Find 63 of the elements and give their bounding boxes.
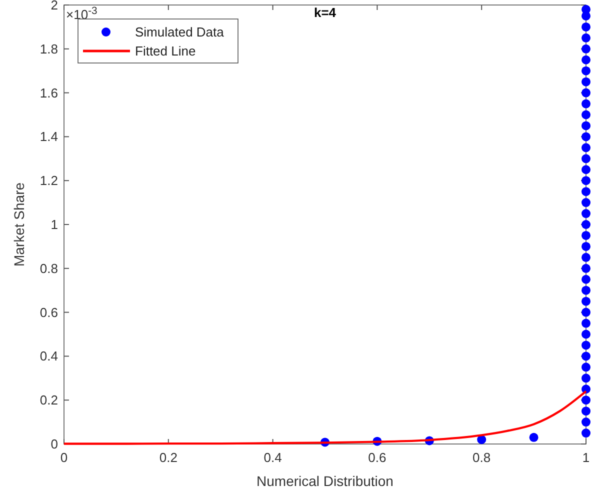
y-tick-label: 0.8 [40,260,58,276]
point [582,88,590,98]
y-tick-label: 1 [50,217,58,232]
point [582,428,590,438]
y-tick-label: 1.6 [40,85,58,100]
point [582,154,590,164]
point [582,110,590,120]
point [582,22,590,32]
y-tick-label: 2 [50,0,58,12]
point [582,362,590,372]
y-axis-title: Market Share [11,182,27,267]
point [582,176,590,186]
x-tick-label: 0.6 [368,450,386,465]
point [582,55,590,64]
chart-title: k=4 [314,5,337,20]
point [477,435,486,444]
point [582,264,590,273]
point [582,33,590,42]
point [582,209,590,218]
point [529,432,538,442]
point [582,187,590,196]
x-tick-label: 0.2 [159,450,178,465]
point [582,242,590,251]
point [582,165,590,174]
point [582,308,590,317]
point [582,352,590,361]
point [582,252,590,262]
point [582,66,590,76]
point [582,374,590,383]
y-tick-label: 0.4 [40,348,58,364]
point [582,198,590,208]
point [582,132,590,142]
point [582,418,590,427]
point [582,143,590,152]
point [582,330,590,339]
legend-label: Fitted Line [135,44,196,58]
point [582,406,590,416]
x-tick-label: 1 [582,450,590,465]
point [582,44,590,54]
point [582,230,590,240]
point [582,77,590,86]
y-tick-label: 0 [50,436,58,452]
annotation: ×10$^{-3}$ [66,6,98,22]
point [582,318,590,328]
x-axis-title: Numerical Distribution [256,473,394,489]
point [582,340,590,350]
point [582,121,590,130]
x-tick-label: 0.8 [472,450,491,465]
point [582,4,590,14]
legend-label: Simulated Data [135,24,225,40]
point [582,286,590,295]
point [582,220,590,229]
y-tick-label: 1.8 [40,41,58,56]
point [582,296,590,306]
point [582,99,590,108]
y-tick-label: 0.6 [40,304,58,320]
y-tick-label: 1.4 [40,129,58,144]
point [582,396,590,405]
y-tick-label: 1.2 [40,173,58,188]
x-tick-label: 0.4 [264,450,282,465]
x-tick-label: 0 [60,450,68,465]
y-tick-label: 0.2 [40,392,58,408]
point [582,274,590,284]
